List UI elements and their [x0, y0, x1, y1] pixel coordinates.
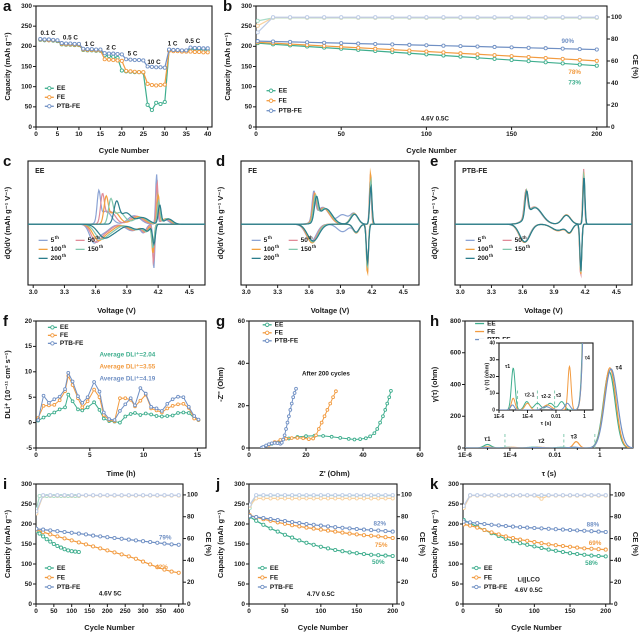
- chart-dqdv-ee: [0, 155, 213, 315]
- panel-letter-i: i: [3, 476, 8, 493]
- panel-d: d: [213, 153, 427, 315]
- chart-drt-inset: [479, 339, 597, 427]
- panel-letter-c: c: [3, 153, 12, 170]
- chart-rate-capability: [0, 0, 220, 155]
- panel-c: c: [0, 153, 213, 315]
- panel-letter-h: h: [430, 313, 440, 330]
- panel-letter-d: d: [216, 153, 226, 170]
- chart-cycling-4p6v-0p5c: [220, 0, 640, 155]
- panel-letter-a: a: [3, 0, 12, 15]
- chart-cycling-4p7v-0p5c: [213, 478, 427, 632]
- panel-letter-b: b: [223, 0, 233, 15]
- panel-letter-k: k: [430, 476, 439, 493]
- panel-g: g: [213, 313, 427, 478]
- panel-i: i: [0, 476, 213, 632]
- chart-cycling-4p6v-5c: [0, 478, 213, 632]
- chart-cycling-lco: [427, 478, 640, 632]
- panel-h: h: [427, 313, 640, 478]
- panel-f: f: [0, 313, 213, 478]
- panel-a: a: [0, 0, 220, 155]
- panel-letter-f: f: [3, 313, 8, 330]
- panel-j: j: [213, 476, 427, 632]
- panel-b: b: [220, 0, 640, 155]
- panel-k: k: [427, 476, 640, 632]
- chart-eis-nyquist: [213, 315, 427, 478]
- panel-letter-g: g: [216, 313, 226, 330]
- panel-e: e: [427, 153, 640, 315]
- panel-letter-j: j: [216, 476, 221, 493]
- chart-dqdv-fe: [213, 155, 427, 315]
- chart-li-diffusion-gitt: [0, 315, 213, 478]
- panel-letter-e: e: [430, 153, 439, 170]
- chart-dqdv-ptb-fe: [427, 155, 640, 315]
